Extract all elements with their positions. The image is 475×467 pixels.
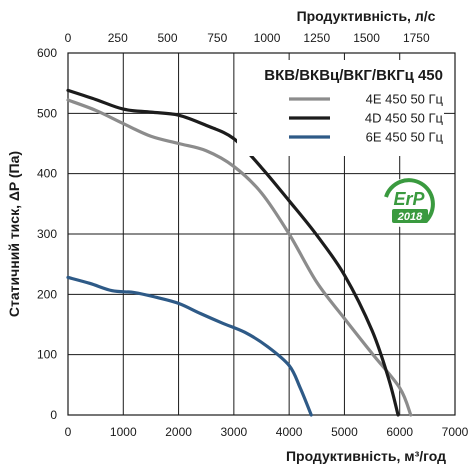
x-tick-labels: 0 1000 2000 3000 4000 5000 6000 7000 (65, 425, 469, 439)
x2-tick-label: 1000 (254, 31, 281, 45)
legend-label: 6E 450 50 Гц (366, 130, 444, 145)
legend-items: 4E 450 50 Гц 4D 450 50 Гц 6E 450 50 Гц (289, 92, 444, 145)
x-tick-label: 3000 (221, 425, 248, 439)
y-tick-label: 500 (37, 106, 57, 120)
x-tick-label: 7000 (442, 425, 469, 439)
y-axis-title: Статичний тиск, ΔP (Па) (6, 151, 22, 317)
erp-badge-year-bg (392, 209, 428, 223)
x2-tick-label: 1500 (353, 31, 380, 45)
erp-badge-year: 2018 (397, 211, 423, 223)
y-tick-label: 600 (37, 46, 57, 60)
x2-tick-label: 1750 (403, 31, 430, 45)
x-tick-label: 4000 (276, 425, 303, 439)
y-tick-label: 300 (37, 227, 57, 241)
plot-frame (67, 52, 456, 416)
y-tick-label: 100 (37, 348, 57, 362)
x-tick-label: 0 (65, 425, 72, 439)
series-line (66, 275, 313, 417)
y-tick-label: 0 (50, 408, 57, 422)
legend-label: 4D 450 50 Гц (365, 111, 444, 126)
x2-tick-label: 750 (207, 31, 227, 45)
bottom-axis-title: Продуктивність, м³/год (286, 448, 446, 464)
x2-tick-label: 250 (108, 31, 128, 45)
x-tick-label: 2000 (165, 425, 192, 439)
series-line (66, 98, 413, 417)
x2-tick-label: 0 (65, 31, 72, 45)
legend-label: 4E 450 50 Гц (366, 92, 444, 107)
legend-background (237, 60, 444, 156)
y-tick-label: 200 (37, 287, 57, 301)
top-axis-title: Продуктивність, л/с (297, 8, 436, 24)
x-tick-label: 1000 (110, 425, 137, 439)
x2-tick-label: 1250 (303, 31, 330, 45)
erp-badge: ErP 2018 (384, 177, 436, 229)
x2-tick-labels: 0 250 500 750 1000 1250 1500 1750 (65, 31, 430, 45)
erp-badge-ring (384, 178, 435, 223)
chart-title: ВКВ/ВКВц/ВКГ/ВКГц 450 (264, 67, 443, 84)
x-tick-label: 6000 (386, 425, 413, 439)
y-tick-labels: 0 100 200 300 400 500 600 (37, 46, 57, 422)
erp-badge-text: ErP (393, 189, 425, 209)
legend: ВКВ/ВКВц/ВКГ/ВКГц 450 4E 450 50 Гц 4D 450… (237, 60, 444, 156)
x-tick-label: 5000 (331, 425, 358, 439)
x2-tick-label: 500 (157, 31, 177, 45)
y-tick-label: 400 (37, 167, 57, 181)
